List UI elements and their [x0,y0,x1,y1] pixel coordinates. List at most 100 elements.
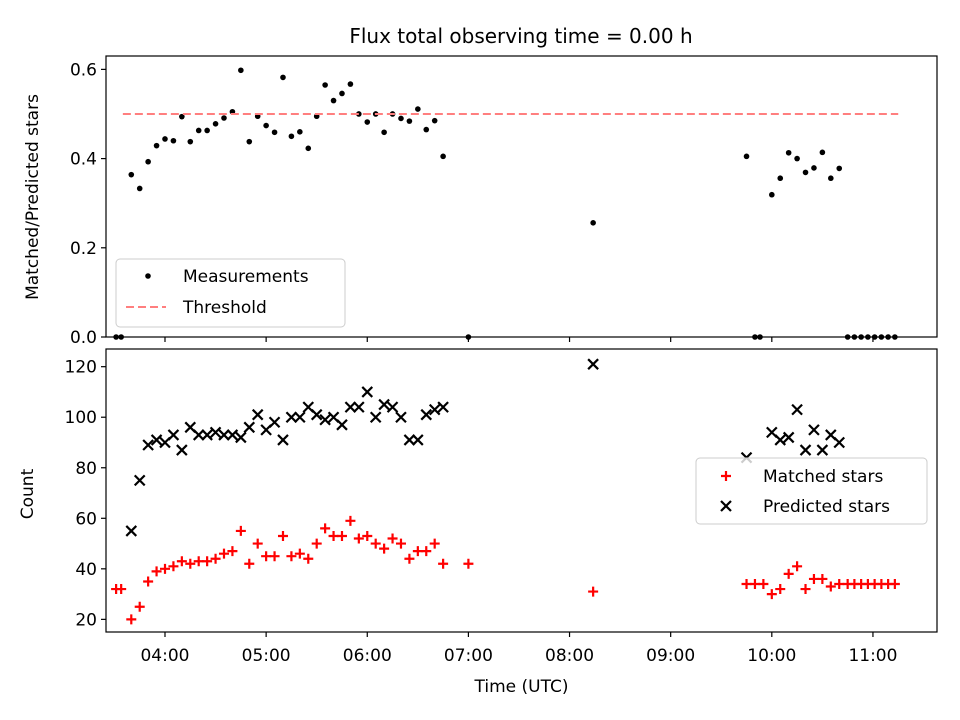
predicted-star-point [344,401,357,413]
predicted-star-point [251,408,264,421]
predicted-star-point [386,401,399,413]
predicted-star-point [133,474,146,487]
matched-star-point [834,578,845,589]
measurement-point [440,153,446,160]
measurement-point [322,82,328,88]
predicted-star-point [336,419,348,431]
predicted-star-point [816,444,829,456]
measurement-point [415,106,421,112]
predicted-star-point [235,431,247,444]
matched-star-point [766,589,777,600]
predicted-star-point [192,429,205,441]
measurement-point [271,129,278,136]
predicted-star-point [361,386,374,398]
measurement-point [752,334,758,340]
measurement-point [136,185,143,192]
matched-star-point [294,548,305,559]
matched-star-point [379,543,390,554]
matched-star-point [421,546,432,557]
measurement-point [153,142,160,149]
measurement-point [892,334,898,340]
measurement-point [836,165,843,172]
measurement-point [364,119,371,125]
measurement-point [878,334,885,340]
predicted-star-point [403,434,416,446]
matched-star-point [336,530,347,541]
measurement-point [802,169,809,176]
predicted-star-point [587,358,599,370]
y-tick-label: 80 [75,459,97,479]
measurement-point [885,334,891,340]
predicted-star-point [268,416,281,429]
x-tick-label: 10:00 [747,646,796,666]
predicted-star-point [167,429,180,441]
matched-star-point [235,525,246,536]
matched-star-point [429,538,440,549]
matched-star-point [311,538,322,549]
measurement-point [743,153,750,160]
legend-predicted-marker [720,500,732,512]
matched-star-point [159,563,170,574]
predicted-star-point [378,398,390,411]
measurement-point [844,334,851,340]
predicted-star-point [310,408,323,421]
predicted-star-point [782,431,795,444]
predicted-star-point [833,436,846,449]
measurement-point [858,334,864,340]
matched-star-point [808,573,819,584]
predicted-star-point [209,426,222,439]
predicted-star-point [428,403,441,416]
measurement-point [406,118,413,124]
y-tick-label: 20 [75,610,97,630]
measurement-point [145,158,151,165]
x-tick-label: 04:00 [140,646,189,666]
measurement-point [195,127,202,134]
predicted-star-point [243,421,256,434]
y-tick-label: 0.0 [70,328,97,348]
x-tick-label: 09:00 [646,646,695,666]
matched-star-point [303,553,314,564]
measurement-point [819,149,826,156]
measurement-point [118,334,124,340]
measurement-point [305,145,312,152]
measurement-point [204,127,210,134]
matched-star-point [438,558,449,569]
axes-frame [105,348,938,633]
matched-star-point [800,584,811,595]
matched-star-point [134,601,145,612]
measurement-point [398,115,404,122]
measurement-point [769,191,775,198]
matched-star-point [168,561,179,572]
predicted-star-point [201,429,213,441]
measurement-point [794,155,800,162]
matched-star-point [345,515,356,526]
measurement-point [288,133,295,140]
ratio-panel: 0.0 0.2 0.4 0.6 Matched/Predicted stars Measu… [23,55,938,348]
matched-star-point [286,551,297,562]
matched-star-point [176,556,187,567]
axes-frame [105,55,938,338]
predicted-star-point [412,434,424,446]
matched-star-point [588,586,599,597]
matched-star-point [463,558,474,569]
chart-title: Flux total observing time = 0.00 h [349,24,692,48]
measurement-point [263,122,269,129]
legend-label: Matched stars [763,467,883,487]
legend-matched-marker [721,471,731,481]
predicted-star-point [395,411,407,424]
predicted-star-point [353,401,365,413]
matched-star-point [775,584,786,595]
matched-star-point [227,546,238,557]
measurement-point [246,138,253,145]
measurement-point [431,117,438,124]
predicted-star-point [437,401,449,413]
legend-box [695,457,928,525]
measurement-point [871,334,878,340]
measurement-point [811,165,817,171]
y-tick-label: 0.6 [70,60,97,80]
y-axis-label: Count [18,468,38,519]
measurement-point [339,90,345,97]
matched-star-point [404,553,415,564]
y-tick-label: 0.2 [70,239,97,259]
